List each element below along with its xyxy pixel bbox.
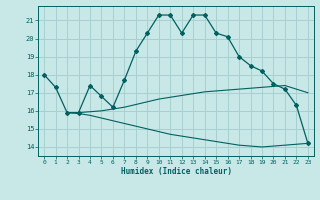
X-axis label: Humidex (Indice chaleur): Humidex (Indice chaleur) bbox=[121, 167, 231, 176]
